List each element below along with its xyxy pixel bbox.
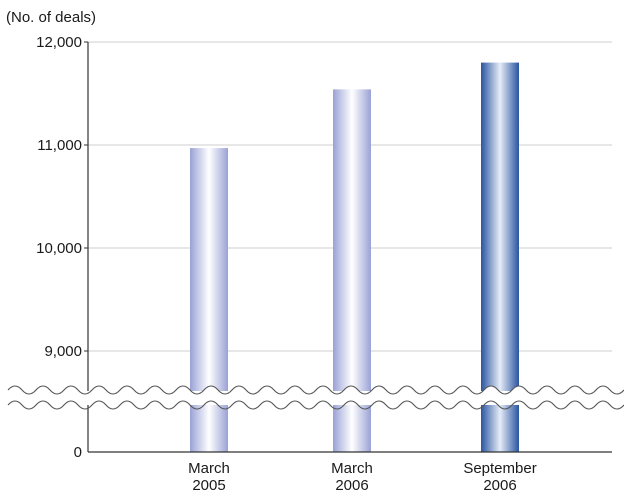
y-tick-label: 10,000 (36, 240, 82, 257)
x-category-label: March (331, 460, 373, 477)
y-tick-label: 9,000 (44, 343, 82, 360)
axis-break-line-top (7, 385, 624, 395)
y-tick-label: 12,000 (36, 34, 82, 51)
y-tick-label: 11,000 (37, 137, 82, 154)
axis-break (7, 385, 624, 410)
y-tick-label: 0 (74, 444, 82, 461)
x-category-label: 2006 (483, 477, 516, 494)
x-category-label: 2006 (335, 477, 368, 494)
y-tick-labels: 12,000 11,000 10,000 9,000 0 (36, 34, 82, 461)
bar (190, 148, 228, 452)
axis-break-line-bottom (7, 400, 624, 410)
x-category-label: March (188, 460, 230, 477)
x-category-label: 2005 (192, 477, 225, 494)
y-unit-label: (No. of deals) (6, 9, 96, 26)
x-category-label: September (463, 460, 536, 477)
axes (84, 41, 612, 453)
